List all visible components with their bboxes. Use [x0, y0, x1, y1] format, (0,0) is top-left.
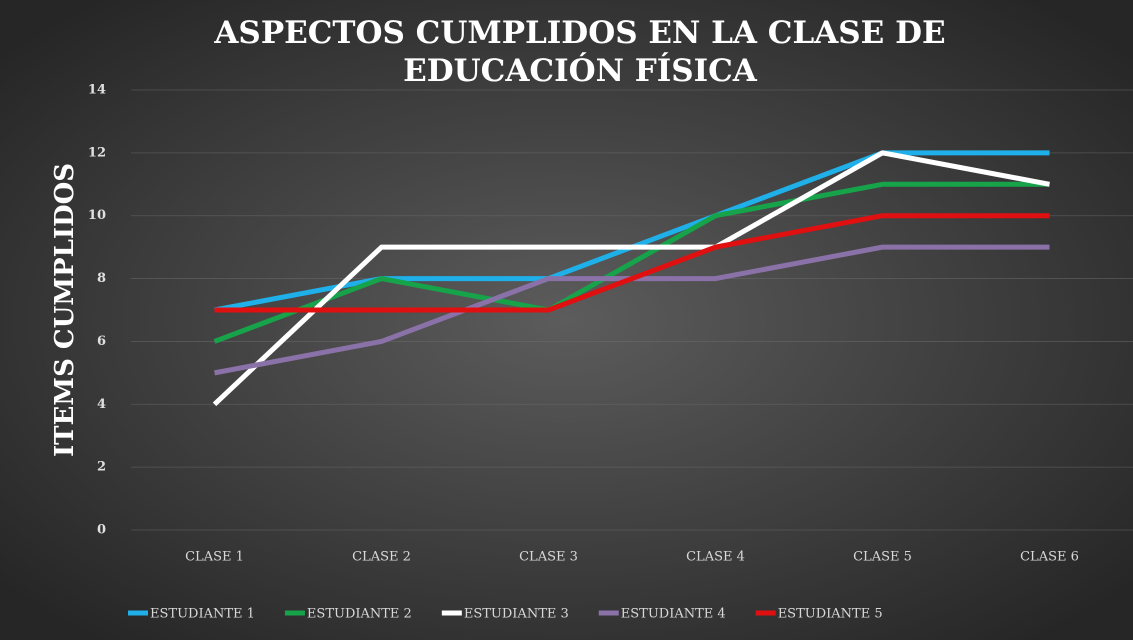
- x-tick-label: CLASE 1: [185, 550, 244, 565]
- x-tick-label: CLASE 4: [686, 550, 745, 565]
- x-tick-label: CLASE 6: [1020, 550, 1079, 565]
- y-tick-label: 10: [88, 208, 106, 223]
- y-tick-label: 12: [88, 145, 106, 160]
- y-tick-label: 2: [97, 460, 106, 475]
- x-tick-label: CLASE 5: [853, 550, 912, 565]
- legend-label: ESTUDIANTE 1: [150, 607, 255, 622]
- y-axis-label: ITEMS CUMPLIDOS: [50, 163, 80, 457]
- series-line: [213, 181, 1050, 344]
- x-tick-label: CLASE 2: [352, 550, 411, 565]
- legend-label: ESTUDIANTE 2: [307, 607, 412, 622]
- y-tick-label: 14: [88, 83, 106, 98]
- y-tick-label: 8: [97, 271, 106, 286]
- y-tick-label: 6: [97, 334, 106, 349]
- x-tick-label: CLASE 3: [519, 550, 578, 565]
- chart-title: ASPECTOS CUMPLIDOS EN LA CLASE DE EDUCAC…: [214, 15, 946, 89]
- legend-label: ESTUDIANTE 4: [621, 607, 726, 622]
- series-line: [214, 213, 1050, 313]
- y-tick-label: 0: [97, 523, 106, 538]
- legend-label: ESTUDIANTE 3: [464, 607, 569, 622]
- series-line: [212, 150, 1050, 407]
- y-tick-label: 4: [97, 397, 106, 412]
- legend-label: ESTUDIANTE 5: [778, 607, 883, 622]
